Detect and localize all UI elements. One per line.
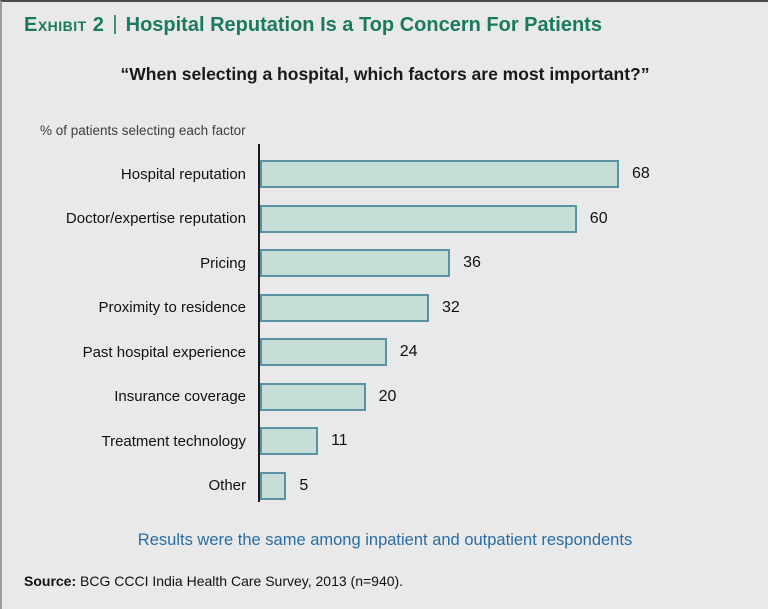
- bar: [260, 249, 451, 277]
- exhibit-label: Exhibit 2: [24, 14, 105, 36]
- bar: [260, 293, 429, 322]
- value-label: 32: [441, 298, 460, 316]
- category-label: Doctor/expertise reputation: [65, 210, 246, 227]
- source-text: BCG CCCI India Health Care Survey, 2013 …: [76, 573, 404, 589]
- title-separator: |: [112, 13, 118, 35]
- value-label: 36: [463, 254, 481, 271]
- bar-row: Proximity to residence 32: [2, 293, 650, 322]
- bar: [260, 160, 620, 188]
- exhibit-header: Exhibit 2 | Hospital Reputation Is a Top C…: [24, 13, 602, 37]
- source-line: Source: BCG CCCI India Health Care Surve…: [24, 573, 403, 589]
- bar: [260, 471, 287, 500]
- bar: [260, 382, 366, 411]
- bar-row: Hospital reputation 68: [2, 160, 650, 188]
- bar-row: Treatment technology 11: [2, 427, 650, 455]
- value-label: 68: [632, 165, 650, 182]
- value-label: 11: [331, 432, 348, 449]
- category-label: Other: [208, 477, 246, 494]
- category-label: Hospital reputation: [120, 165, 246, 183]
- category-label: Pricing: [200, 254, 246, 272]
- category-label: Proximity to residence: [98, 299, 246, 316]
- bar: [260, 427, 319, 455]
- bar-row: Pricing 36: [2, 249, 650, 277]
- chart-note: Results were the same among inpatient an…: [137, 531, 633, 549]
- bar-row: Other 5: [2, 471, 650, 500]
- value-label: 20: [378, 387, 397, 405]
- bar-row: Insurance coverage 20: [2, 382, 650, 411]
- bar: [260, 204, 577, 233]
- category-label: Past hospital experience: [82, 343, 246, 361]
- value-label: 5: [299, 476, 309, 494]
- source-label: Source:: [24, 573, 77, 589]
- y-axis-line: [258, 144, 260, 502]
- axis-unit-label: % of patients selecting each factor: [40, 123, 246, 138]
- chart-question-subtitle: “When selecting a hospital, which factor…: [120, 64, 650, 84]
- bar-rows: Hospital reputation 68 Doctor/expertise re…: [2, 160, 650, 516]
- category-label: Insurance coverage: [114, 388, 246, 405]
- exhibit-title: Hospital Reputation Is a Top Concern For…: [125, 14, 602, 36]
- bar-chart: Hospital reputation 68 Doctor/expertise re…: [2, 144, 768, 502]
- category-label: Treatment technology: [101, 432, 246, 450]
- value-label: 60: [589, 209, 608, 227]
- bar-row: Doctor/expertise reputation 60: [2, 204, 650, 233]
- bar: [260, 338, 387, 366]
- bar-row: Past hospital experience 24: [2, 338, 650, 366]
- value-label: 24: [399, 343, 418, 360]
